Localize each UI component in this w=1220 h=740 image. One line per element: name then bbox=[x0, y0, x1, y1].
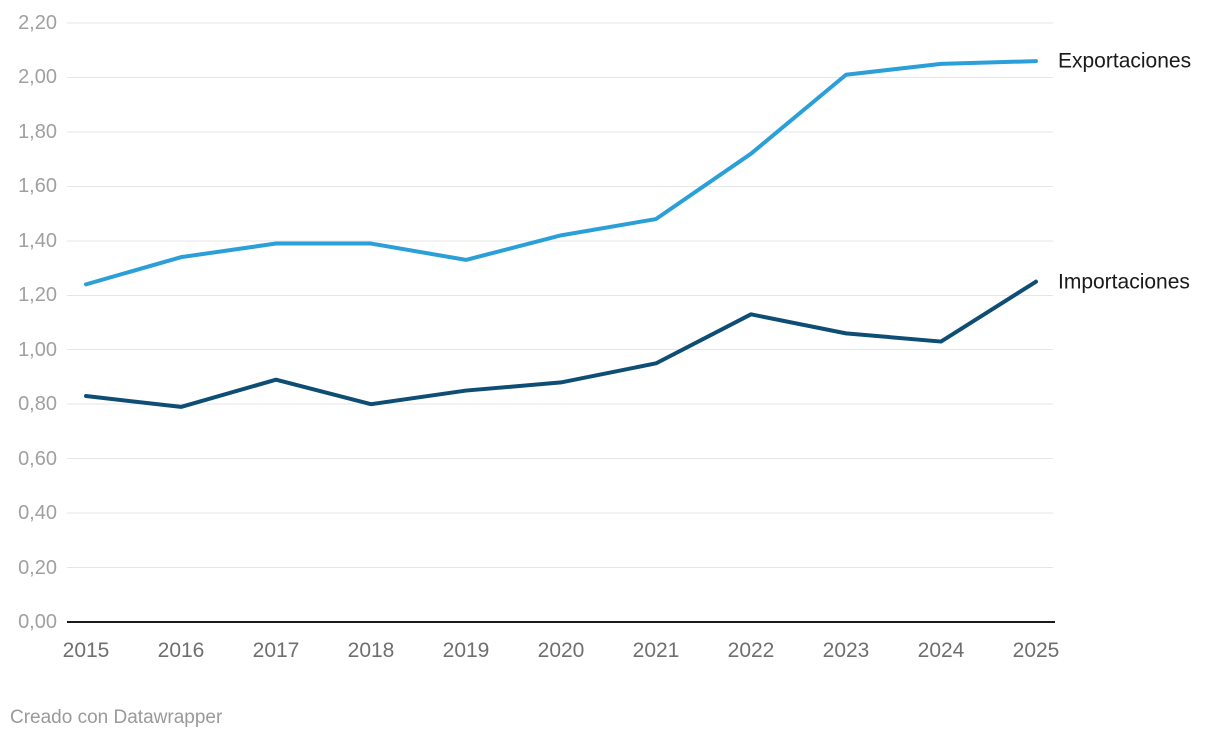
x-axis-tick-label: 2024 bbox=[917, 639, 965, 662]
y-axis-tick-label: 2,20 bbox=[18, 12, 57, 34]
x-axis-tick-label: 2018 bbox=[347, 639, 395, 662]
x-axis-tick-label: 2020 bbox=[537, 639, 585, 662]
series-line-exportaciones bbox=[84, 59, 1038, 287]
series-line-importaciones bbox=[84, 279, 1038, 409]
series-label-importaciones: Importaciones bbox=[1058, 270, 1190, 294]
y-axis-tick-label: 1,80 bbox=[18, 120, 57, 143]
y-axis-tick-label: 0,20 bbox=[18, 556, 57, 579]
x-axis-tick-label: 2023 bbox=[822, 639, 870, 662]
x-axis-tick-label: 2025 bbox=[1012, 639, 1060, 662]
y-axis-tick-label: 0,80 bbox=[18, 393, 57, 416]
y-axis-tick-label: 0,00 bbox=[18, 611, 57, 633]
y-axis-tick-label: 2,00 bbox=[18, 66, 57, 89]
footer-credit: Creado con Datawrapper bbox=[10, 707, 223, 728]
x-axis-tick-label: 2022 bbox=[727, 639, 775, 662]
y-axis-tick-label: 0,40 bbox=[18, 502, 57, 525]
y-axis-tick-label: 1,60 bbox=[18, 175, 57, 198]
y-axis-tick-label: 1,00 bbox=[18, 338, 57, 361]
x-axis-tick-label: 2016 bbox=[157, 639, 205, 662]
y-axis-tick-label: 1,20 bbox=[18, 284, 57, 307]
x-axis-tick-label: 2015 bbox=[62, 639, 110, 662]
x-axis-tick-label: 2019 bbox=[442, 639, 490, 662]
y-axis-tick-label: 0,60 bbox=[18, 447, 57, 470]
series-label-exportaciones: Exportaciones bbox=[1058, 49, 1192, 73]
x-axis-tick-label: 2017 bbox=[252, 639, 300, 662]
x-axis-tick-label: 2021 bbox=[632, 639, 680, 662]
y-axis-tick-label: 1,40 bbox=[18, 229, 57, 252]
